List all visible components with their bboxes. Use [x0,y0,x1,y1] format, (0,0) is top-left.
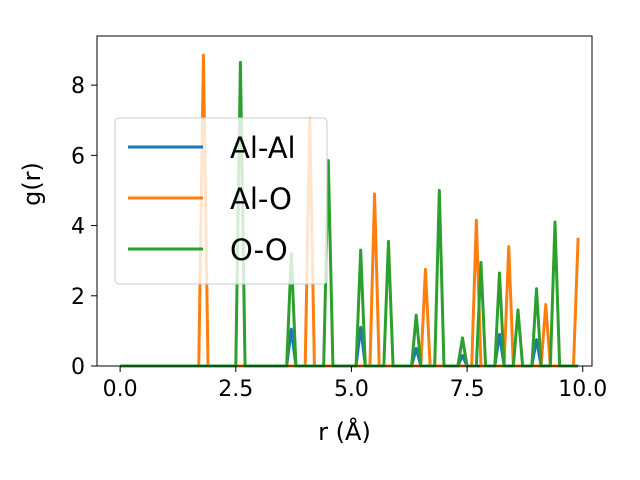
y-tick-label: 6 [71,144,85,169]
plot-frame [96,35,593,367]
y-tick-label: 8 [71,74,85,99]
y-tick-label: 0 [71,355,85,380]
series-line-al-al [120,325,579,368]
x-tick-label: 5.0 [334,377,369,402]
legend-label-al-al: Al-Al [230,131,296,165]
y-tick-label: 2 [71,285,85,310]
x-tick-label: 2.5 [218,377,253,402]
x-tick-label: 0.0 [103,377,138,402]
legend-label-al-o: Al-O [230,182,292,216]
x-axis-label: r (Å) [318,417,371,446]
legend-label-o-o: O-O [230,233,288,267]
x-axis: 0.0 2.5 5.0 7.5 10.0 [103,366,607,402]
legend-box [114,117,328,285]
x-tick-label: 10.0 [558,377,607,402]
legend: Al-Al Al-O O-O [114,117,328,285]
y-tick-label: 4 [71,215,85,240]
y-axis-label: g(r) [18,162,46,206]
y-axis: 0 2 4 6 8 [71,74,97,380]
x-tick-label: 7.5 [450,377,485,402]
